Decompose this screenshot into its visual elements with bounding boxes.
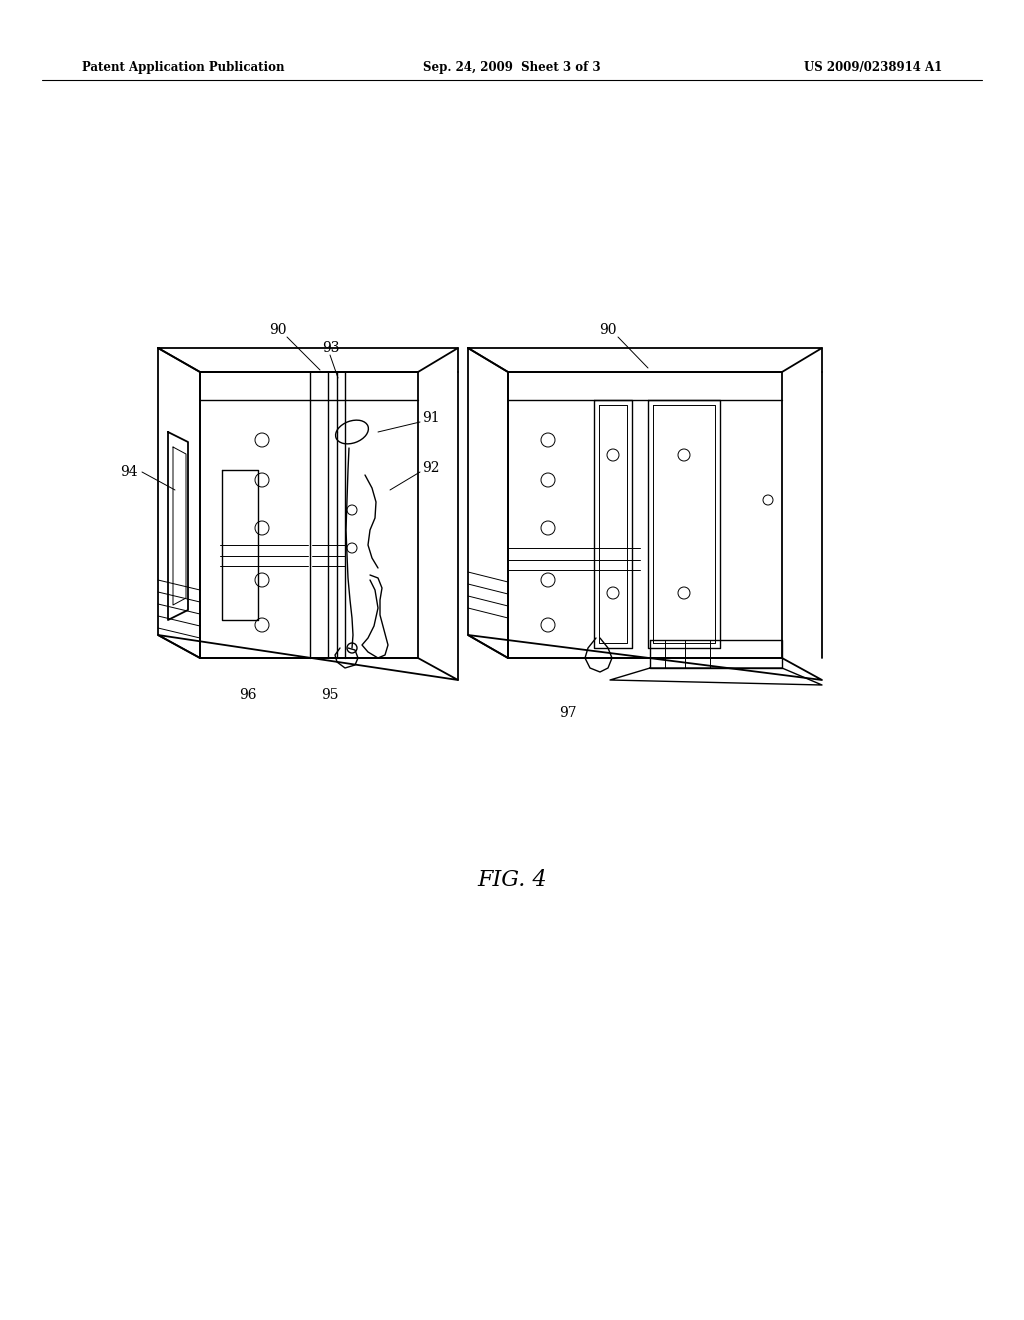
Text: 92: 92 bbox=[422, 461, 439, 475]
Text: 97: 97 bbox=[559, 706, 577, 719]
Text: FIG. 4: FIG. 4 bbox=[477, 869, 547, 891]
Text: 95: 95 bbox=[322, 688, 339, 702]
Text: 93: 93 bbox=[322, 341, 340, 355]
Text: 94: 94 bbox=[121, 465, 138, 479]
Text: Sep. 24, 2009  Sheet 3 of 3: Sep. 24, 2009 Sheet 3 of 3 bbox=[423, 62, 601, 74]
Text: 90: 90 bbox=[269, 323, 287, 337]
Text: US 2009/0238914 A1: US 2009/0238914 A1 bbox=[804, 62, 942, 74]
Text: Patent Application Publication: Patent Application Publication bbox=[82, 62, 285, 74]
Text: 91: 91 bbox=[422, 411, 439, 425]
Text: 96: 96 bbox=[240, 688, 257, 702]
Text: 90: 90 bbox=[599, 323, 616, 337]
